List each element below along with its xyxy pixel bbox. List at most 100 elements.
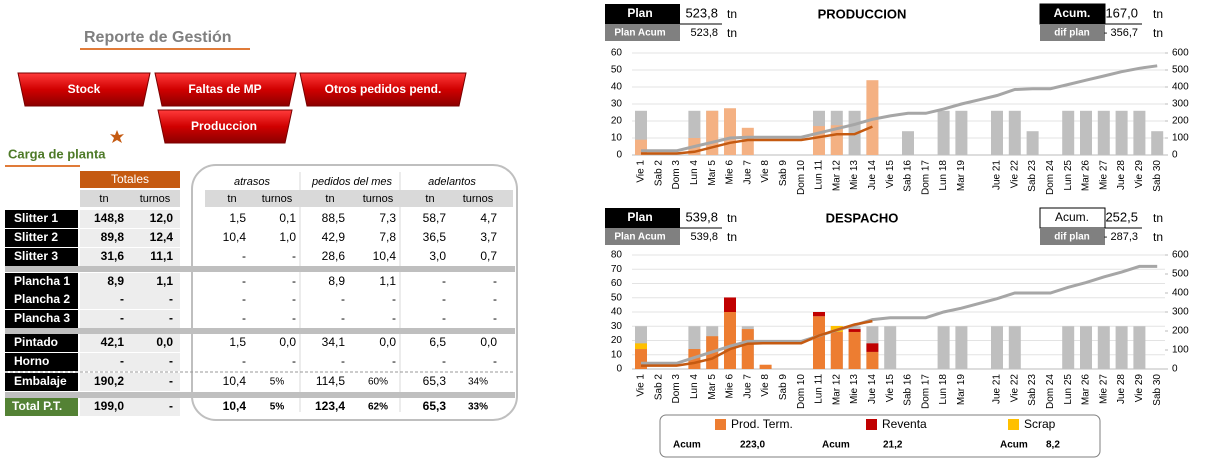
table-cell: 5% xyxy=(270,377,285,388)
x-tick-label: Lun 25 xyxy=(1063,160,1074,191)
bar xyxy=(955,326,968,369)
table-cell: 89,8 xyxy=(101,230,125,244)
plan-acum-label: Plan Acum xyxy=(614,28,665,39)
table-cell: 0,1 xyxy=(279,211,296,225)
y2-tick-label: 200 xyxy=(1172,116,1189,127)
table-cell: 42,1 xyxy=(101,335,125,349)
table-cell: - xyxy=(442,274,446,288)
unit: tn xyxy=(1153,7,1163,21)
table-cell: 8,9 xyxy=(328,274,345,288)
nav-button[interactable]: Faltas de MP xyxy=(154,72,297,107)
subheader: turnos xyxy=(140,193,171,205)
bar xyxy=(741,329,754,369)
row-name-bg xyxy=(5,398,78,416)
acum-value: 167,0 xyxy=(1105,5,1138,20)
x-tick-label: Sab 16 xyxy=(903,374,914,406)
x-tick-label: Sab 16 xyxy=(903,160,914,192)
bar xyxy=(1115,326,1128,369)
subheader: turnos xyxy=(262,193,293,205)
button-label[interactable]: Produccion xyxy=(191,119,257,133)
bar xyxy=(1062,110,1075,155)
table-cell: 7,8 xyxy=(379,230,396,244)
nav-button[interactable]: Otros pedidos pend. xyxy=(299,72,467,107)
unit: tn xyxy=(1153,26,1163,40)
x-tick-label: Lun 11 xyxy=(814,374,825,404)
button-label[interactable]: Stock xyxy=(68,82,101,96)
bar xyxy=(724,108,736,155)
subheader: tn xyxy=(99,193,108,205)
unit: tn xyxy=(727,7,737,21)
legend-acum-value: 21,2 xyxy=(883,440,903,451)
table-cell: - xyxy=(442,311,446,325)
button-shape[interactable] xyxy=(17,72,151,107)
table-cell: - xyxy=(442,292,446,306)
table-cell: 1,5 xyxy=(229,335,246,349)
nav-button[interactable]: Produccion xyxy=(157,109,293,144)
table-cell: 88,5 xyxy=(322,211,346,225)
table-cell: 33% xyxy=(468,402,488,413)
y2-tick-label: 200 xyxy=(1172,326,1189,337)
x-tick-label: Vie 29 xyxy=(1134,374,1145,403)
table-cell: - xyxy=(292,354,296,368)
y2-tick-label: 300 xyxy=(1172,99,1189,110)
button-label[interactable]: Otros pedidos pend. xyxy=(325,82,442,96)
x-tick-label: Vie 22 xyxy=(1009,160,1020,189)
row-name: Plancha 1 xyxy=(14,274,70,288)
button-label[interactable]: Faltas de MP xyxy=(188,82,261,96)
x-tick-label: Mar 12 xyxy=(831,374,842,406)
acum-value: 252,5 xyxy=(1105,209,1138,224)
table-cell: - xyxy=(493,311,497,325)
subheader: turnos xyxy=(463,193,494,205)
table-cell: - xyxy=(341,292,345,306)
unit: tn xyxy=(1153,230,1163,244)
y-tick-label: 0 xyxy=(616,364,622,375)
table-cell: - xyxy=(341,354,345,368)
unit: tn xyxy=(727,26,737,40)
bar xyxy=(866,343,879,352)
table-cell: - xyxy=(169,399,173,413)
row-name: Slitter 3 xyxy=(14,249,58,263)
bar xyxy=(1008,110,1021,155)
subheader-bg xyxy=(205,190,513,207)
x-tick-label: Mar 26 xyxy=(1081,374,1092,406)
totals-bg xyxy=(80,248,180,266)
y2-tick-label: 400 xyxy=(1172,82,1189,93)
dif-label-bg xyxy=(1040,24,1105,41)
bar xyxy=(955,110,968,155)
nav-button[interactable]: Stock xyxy=(17,72,151,107)
bar xyxy=(884,326,897,369)
x-tick-label: Mie 6 xyxy=(725,374,736,399)
subheader: tn xyxy=(425,193,434,205)
x-tick-label: Dom 24 xyxy=(1045,160,1056,195)
row-name-bg xyxy=(5,229,78,247)
subheader: tn xyxy=(325,193,334,205)
x-tick-label: Sab 30 xyxy=(1152,160,1163,192)
x-tick-label: Mar 26 xyxy=(1081,160,1092,192)
x-tick-label: Mar 19 xyxy=(956,160,967,192)
button-shape[interactable] xyxy=(154,72,297,107)
legend-acum-value: 8,2 xyxy=(1046,440,1060,451)
plan-label: Plan xyxy=(627,6,652,20)
group-header: pedidos del mes xyxy=(311,176,393,188)
x-tick-label: Lun 18 xyxy=(938,160,949,191)
table-cell: 0,0 xyxy=(480,335,497,349)
unit: tn xyxy=(1153,211,1163,225)
row-name-bg xyxy=(5,248,78,266)
table-cell: - xyxy=(292,292,296,306)
button-shape[interactable] xyxy=(299,72,467,107)
x-tick-label: Vie 8 xyxy=(760,374,771,397)
row-name: Slitter 2 xyxy=(14,230,58,244)
bar xyxy=(1080,326,1092,369)
bar xyxy=(991,110,1003,155)
bar xyxy=(1097,110,1110,155)
x-tick-label: Dom 10 xyxy=(796,374,807,409)
bar xyxy=(724,312,736,369)
x-tick-label: Dom 17 xyxy=(920,160,931,195)
plan-label-bg xyxy=(605,208,680,228)
button-shape[interactable] xyxy=(157,109,293,144)
bar xyxy=(937,110,950,155)
plan-acum-bg xyxy=(605,24,680,41)
table-cell: 34% xyxy=(468,377,488,388)
totals-bg xyxy=(80,291,180,309)
